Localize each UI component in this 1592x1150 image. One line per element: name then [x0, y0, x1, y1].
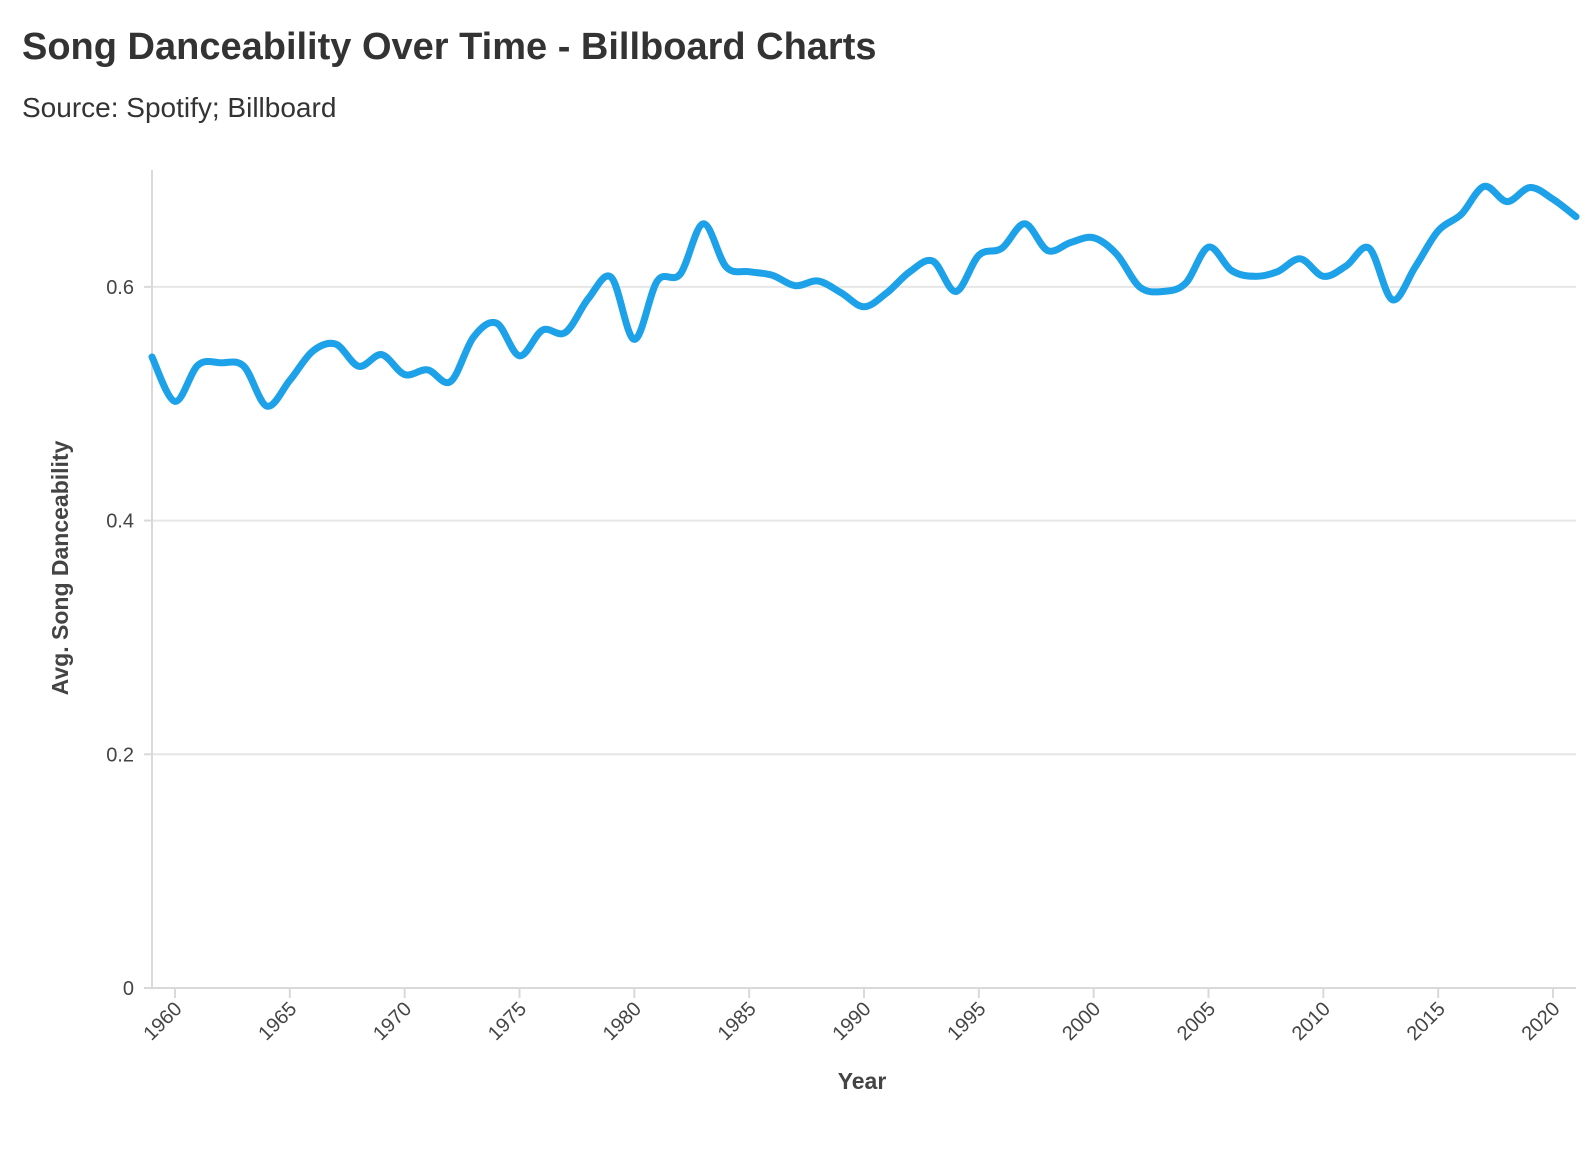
- x-tick-label: 2000: [1058, 998, 1105, 1045]
- series-line: [148, 182, 1580, 410]
- x-tick-label: 1960: [139, 998, 186, 1045]
- x-tick-label: 2005: [1173, 998, 1220, 1045]
- y-tick-label: 0: [123, 978, 134, 1000]
- axis-layer: 0 0.2 0.4 0.6 1960 1965 1970 1975 1980 1985 1990 19…: [106, 170, 1576, 1045]
- series-layer: [148, 182, 1580, 410]
- y-tick-label: 0.2: [106, 744, 134, 766]
- x-tick-label: 2010: [1288, 998, 1335, 1045]
- x-tick-label: 1970: [369, 998, 416, 1045]
- x-tick-label: 2020: [1518, 998, 1565, 1045]
- x-tick-label: 1995: [943, 998, 990, 1045]
- x-tick-label: 1985: [714, 998, 761, 1045]
- x-axis-title: Year: [838, 1068, 887, 1094]
- y-tick-label: 0.4: [106, 511, 134, 533]
- chart-title: Song Danceability Over Time - Billboard …: [22, 26, 877, 68]
- grid-layer: [152, 285, 1576, 756]
- x-tick-label: 2015: [1403, 998, 1450, 1045]
- x-tick-label: 1965: [254, 998, 301, 1045]
- y-tick-label: 0.6: [106, 277, 134, 299]
- x-tick-label: 1990: [829, 998, 876, 1045]
- chart-subtitle: Source: Spotify; Billboard: [22, 92, 337, 123]
- y-axis-title: Avg. Song Danceability: [47, 440, 73, 695]
- x-tick-label: 1980: [599, 998, 646, 1045]
- x-tick-label: 1975: [484, 998, 531, 1045]
